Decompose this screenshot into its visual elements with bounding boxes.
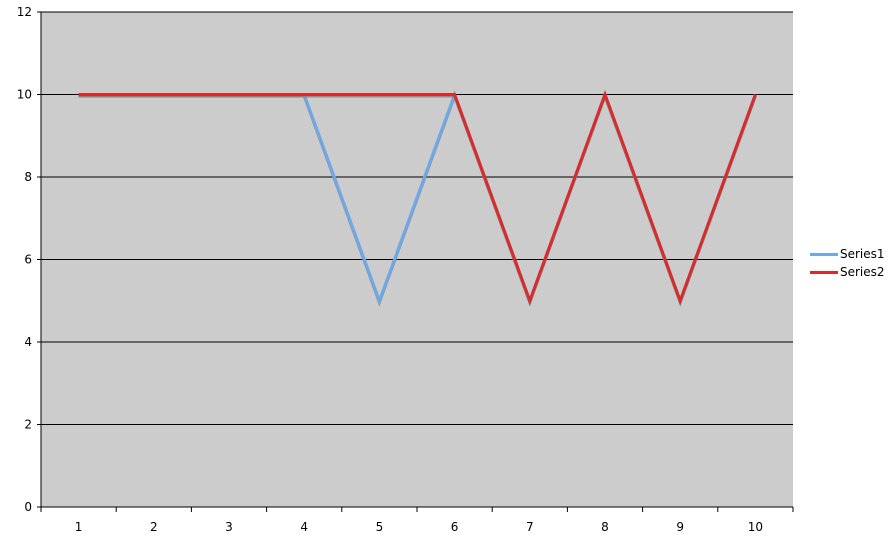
- legend-label: Series2: [840, 265, 885, 279]
- legend: Series1 Series2: [810, 245, 885, 281]
- legend-item-series-1: Series1: [810, 245, 885, 263]
- x-tick-label: 10: [748, 520, 763, 534]
- x-tick-label: 7: [526, 520, 534, 534]
- y-tick-label: 6: [24, 253, 32, 267]
- y-tick-label: 8: [24, 170, 32, 184]
- x-tick-label: 5: [376, 520, 384, 534]
- y-tick-label: 0: [24, 500, 32, 514]
- legend-label: Series1: [840, 247, 885, 261]
- legend-swatch: [810, 253, 838, 256]
- x-tick-label: 9: [676, 520, 684, 534]
- y-tick-label: 2: [24, 418, 32, 432]
- y-axis-tick-labels: 0 2 4 6 8 10 12: [17, 5, 32, 514]
- x-tick-label: 1: [75, 520, 83, 534]
- legend-swatch: [810, 271, 838, 274]
- y-tick-label: 10: [17, 88, 32, 102]
- x-tick-label: 4: [300, 520, 308, 534]
- x-axis-tick-labels: 1 2 3 4 5 6 7 8 9 10: [75, 520, 763, 534]
- x-tick-label: 3: [225, 520, 233, 534]
- x-tick-label: 6: [451, 520, 459, 534]
- legend-item-series-2: Series2: [810, 263, 885, 281]
- x-tick-label: 8: [601, 520, 609, 534]
- y-tick-label: 4: [24, 335, 32, 349]
- x-tick-label: 2: [150, 520, 158, 534]
- y-tick-label: 12: [17, 5, 32, 19]
